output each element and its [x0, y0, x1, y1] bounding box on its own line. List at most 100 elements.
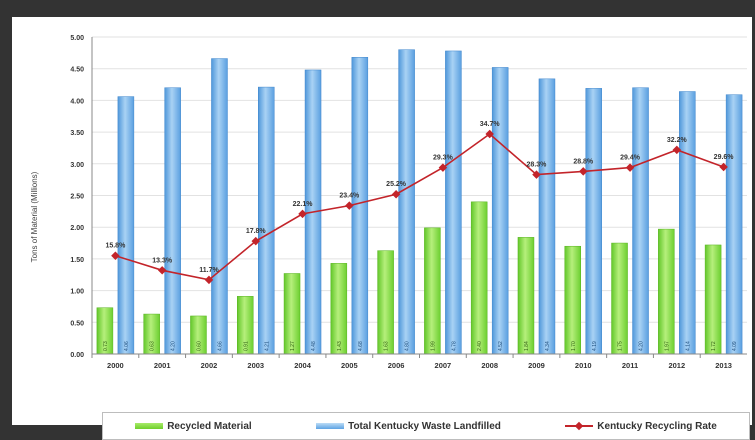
- legend-swatch-recycling-rate: [565, 422, 594, 430]
- landfilled-bar-label: 4.52: [498, 341, 504, 351]
- recycled-bar-label: 1.99: [430, 341, 436, 351]
- landfilled-bar-label: 4.09: [732, 341, 738, 351]
- y-axis-title: Tons of Material (Millions): [30, 171, 39, 262]
- recycling-rate-label: 28.3%: [527, 162, 548, 169]
- recycled-bar-label: 1.27: [290, 341, 296, 351]
- landfilled-bar: [538, 78, 556, 355]
- landfilled-bar: [211, 58, 228, 355]
- x-tick-label: 2002: [201, 361, 218, 370]
- legend-item-recycling-rate: Kentucky Recycling Rate: [565, 421, 717, 432]
- recycled-bar: [704, 244, 722, 355]
- y-tick-label: 4.00: [70, 98, 84, 105]
- x-tick-label: 2004: [294, 361, 312, 370]
- landfilled-bar-label: 4.19: [592, 341, 598, 351]
- recycled-bar: [377, 250, 394, 355]
- recycling-rate-label: 28.8%: [573, 158, 594, 165]
- recycling-rate-line: [115, 132, 724, 281]
- recycled-bar-label: 1.70: [571, 341, 577, 351]
- recycling-rate-point: [391, 189, 401, 199]
- recycled-bar: [611, 242, 628, 355]
- recycling-rate-point: [111, 251, 120, 260]
- landfilled-bar-label: 4.34: [545, 341, 551, 351]
- recycling-rate-label: 29.4%: [620, 155, 641, 162]
- landfilled-bar: [351, 57, 369, 355]
- legend-item-landfilled: Total Kentucky Waste Landfilled: [316, 421, 501, 432]
- landfilled-bar-label: 4.20: [639, 341, 645, 351]
- recycling-rate-label: 15.8%: [105, 243, 126, 250]
- recycled-bar-label: 2.40: [477, 341, 483, 351]
- recycling-rate-label: 22.1%: [293, 201, 314, 208]
- landfilled-bar-label: 4.21: [264, 341, 270, 351]
- y-tick-label: 3.00: [70, 162, 84, 169]
- landfilled-bar-label: 4.48: [311, 341, 317, 351]
- recycled-bar-label: 0.63: [150, 341, 156, 351]
- y-tick-label: 2.00: [70, 225, 84, 232]
- legend-label-recycling-rate: Kentucky Recycling Rate: [597, 420, 717, 432]
- landfilled-bar: [491, 67, 509, 355]
- recycled-bar: [658, 228, 675, 355]
- y-tick-label: 2.50: [70, 194, 84, 201]
- recycling-rate-point: [251, 236, 260, 246]
- landfilled-bar: [117, 96, 135, 355]
- x-tick-label: 2000: [107, 361, 124, 370]
- landfilled-bar: [445, 50, 462, 355]
- chart-legend: Recycled Material Total Kentucky Waste L…: [102, 412, 750, 440]
- chart-svg: 0.73 4.06 0.63 4.20 0.60 4.66 0.91 4.21 1.27 4.48…: [30, 35, 747, 370]
- landfilled-bar: [398, 49, 415, 355]
- x-tick-label: 2012: [668, 361, 685, 370]
- recycling-rate-point: [345, 201, 354, 210]
- recycling-rate-point: [204, 275, 214, 285]
- legend-label-landfilled: Total Kentucky Waste Landfilled: [348, 420, 501, 432]
- x-tick-label: 2001: [154, 361, 171, 370]
- recycled-bar-label: 1.84: [524, 341, 530, 351]
- legend-item-recycled: Recycled Material: [135, 421, 252, 432]
- landfilled-bar-label: 4.68: [358, 341, 364, 351]
- recycled-bar-label: 0.60: [196, 341, 202, 351]
- x-tick-label: 2010: [575, 361, 592, 370]
- legend-swatch-recycled: [135, 423, 164, 429]
- landfilled-bar-label: 4.20: [171, 341, 177, 351]
- recycling-rate-label: 25.2%: [386, 181, 407, 188]
- landfilled-bar: [632, 87, 649, 355]
- recycled-bar: [470, 201, 488, 355]
- landfilled-bar-label: 4.06: [124, 341, 130, 351]
- x-tick-label: 2006: [388, 361, 405, 370]
- y-tick-label: 0.50: [70, 320, 84, 327]
- recycling-rate-label: 32.2%: [667, 137, 688, 144]
- x-tick-label: 2009: [528, 361, 545, 370]
- landfilled-bar-label: 4.78: [451, 341, 457, 351]
- landfilled-bar: [258, 86, 275, 355]
- recycling-rate-point: [298, 209, 307, 219]
- recycling-rate-point: [157, 266, 167, 275]
- recycled-bar: [564, 245, 581, 355]
- landfilled-bar: [679, 91, 696, 355]
- recycling-rate-label: 34.7%: [480, 121, 501, 128]
- y-tick-label: 4.50: [70, 67, 84, 74]
- recycling-rate-point: [438, 163, 448, 172]
- recycled-bar-label: 1.43: [337, 341, 343, 351]
- x-tick-label: 2005: [341, 361, 358, 370]
- x-tick-label: 2003: [247, 361, 264, 370]
- x-tick-label: 2007: [435, 361, 452, 370]
- landfilled-bar-label: 4.80: [405, 341, 411, 351]
- y-tick-label: 0.00: [70, 352, 84, 359]
- recycled-bar-label: 1.97: [664, 341, 670, 351]
- recycled-bar-label: 1.75: [618, 341, 624, 351]
- recycled-bar-label: 1.63: [384, 341, 390, 351]
- recycling-rate-label: 17.8%: [246, 228, 267, 235]
- y-tick-label: 1.00: [70, 289, 84, 296]
- landfilled-bar: [164, 87, 181, 355]
- x-tick-label: 2011: [622, 361, 638, 370]
- recycled-bar-label: 0.73: [103, 341, 109, 351]
- recycled-bar-label: 0.91: [243, 341, 249, 351]
- landfilled-bar: [725, 94, 743, 355]
- x-tick-label: 2013: [715, 361, 732, 370]
- recycled-bar-label: 1.72: [711, 341, 717, 351]
- recycled-bar: [517, 237, 535, 355]
- recycling-rate-label: 29.3%: [433, 155, 454, 162]
- recycling-rate-point: [485, 129, 494, 139]
- landfilled-bar-label: 4.66: [217, 341, 223, 351]
- landfilled-bar: [585, 88, 602, 355]
- y-tick-label: 3.50: [70, 130, 84, 137]
- recycling-rate-label: 29.6%: [714, 154, 735, 161]
